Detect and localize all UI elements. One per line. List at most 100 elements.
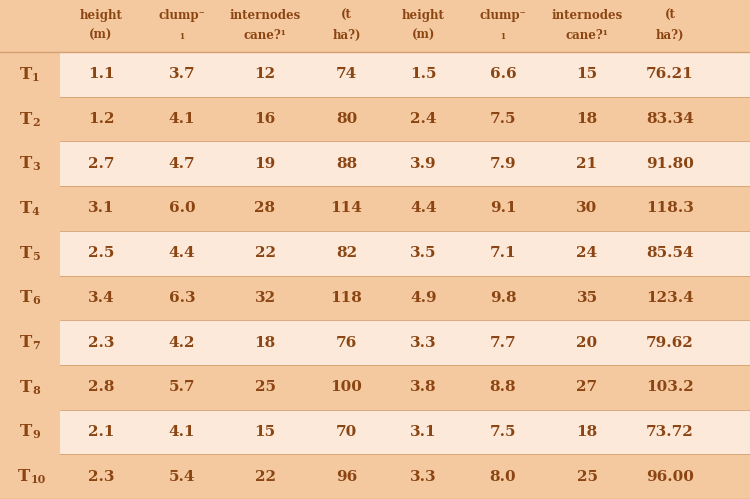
Text: 3.3: 3.3 [410, 470, 436, 484]
Text: 5: 5 [32, 250, 40, 261]
Text: 88: 88 [336, 157, 357, 171]
Text: 6: 6 [32, 295, 40, 306]
Text: 10: 10 [31, 474, 46, 485]
Text: T: T [20, 111, 32, 128]
Text: T: T [20, 66, 32, 83]
Text: 2.7: 2.7 [88, 157, 114, 171]
Text: 16: 16 [254, 112, 276, 126]
Text: 25: 25 [254, 380, 275, 394]
Text: 6.3: 6.3 [169, 291, 195, 305]
Text: 32: 32 [254, 291, 275, 305]
Text: 19: 19 [254, 157, 276, 171]
Bar [0, 365, 60, 410]
Text: T: T [20, 245, 32, 261]
Bar [0, 141, 60, 186]
Text: 1.2: 1.2 [88, 112, 114, 126]
Text: 100: 100 [331, 380, 362, 394]
Text: cane?¹: cane?¹ [244, 28, 286, 41]
Bar [0, 231, 750, 275]
Bar [0, 365, 750, 410]
Text: 1.1: 1.1 [88, 67, 114, 81]
Text: T: T [20, 379, 32, 396]
Text: 7.5: 7.5 [490, 425, 516, 439]
Text: 7: 7 [32, 340, 40, 351]
Bar [0, 410, 60, 454]
Text: 22: 22 [254, 470, 275, 484]
Text: 12: 12 [254, 67, 275, 81]
Text: 83.34: 83.34 [646, 112, 694, 126]
Text: T: T [18, 468, 30, 485]
Text: clump⁻: clump⁻ [479, 8, 526, 21]
Text: 82: 82 [336, 246, 357, 260]
Text: 4.1: 4.1 [169, 112, 195, 126]
Text: height: height [80, 8, 122, 21]
Bar [0, 0, 750, 52]
Text: (m): (m) [412, 28, 435, 41]
Text: 9.8: 9.8 [490, 291, 516, 305]
Text: 5.7: 5.7 [169, 380, 195, 394]
Text: 4.9: 4.9 [410, 291, 436, 305]
Text: 25: 25 [577, 470, 598, 484]
Text: 5.4: 5.4 [169, 470, 195, 484]
Text: 2.3: 2.3 [88, 335, 114, 350]
Text: 7.7: 7.7 [490, 335, 516, 350]
Text: 28: 28 [254, 202, 275, 216]
Text: 1.5: 1.5 [410, 67, 436, 81]
Text: 35: 35 [577, 291, 598, 305]
Text: 85.54: 85.54 [646, 246, 694, 260]
Text: ha?): ha?) [332, 28, 361, 41]
Text: 76.21: 76.21 [646, 67, 694, 81]
Text: 3: 3 [32, 161, 40, 172]
Bar [0, 275, 750, 320]
Bar [0, 97, 60, 141]
Bar [0, 97, 750, 141]
Bar [0, 186, 60, 231]
Text: internodes: internodes [551, 8, 622, 21]
Bar [0, 186, 750, 231]
Text: 2.8: 2.8 [88, 380, 114, 394]
Text: 1: 1 [32, 72, 40, 83]
Text: 18: 18 [254, 335, 276, 350]
Text: 4.1: 4.1 [169, 425, 195, 439]
Text: 73.72: 73.72 [646, 425, 694, 439]
Bar [0, 231, 60, 275]
Text: 22: 22 [254, 246, 275, 260]
Text: 6.0: 6.0 [169, 202, 195, 216]
Text: 3.4: 3.4 [88, 291, 114, 305]
Bar [0, 454, 750, 499]
Text: ₁: ₁ [500, 28, 506, 41]
Text: 103.2: 103.2 [646, 380, 694, 394]
Text: 27: 27 [577, 380, 598, 394]
Text: (t: (t [664, 8, 676, 21]
Text: 4: 4 [32, 206, 40, 217]
Text: T: T [20, 155, 32, 172]
Text: 123.4: 123.4 [646, 291, 694, 305]
Bar [0, 275, 60, 320]
Text: 8: 8 [32, 385, 40, 396]
Text: cane?¹: cane?¹ [566, 28, 608, 41]
Text: 7.9: 7.9 [490, 157, 516, 171]
Text: 3.9: 3.9 [410, 157, 436, 171]
Text: height: height [402, 8, 445, 21]
Text: 9.1: 9.1 [490, 202, 516, 216]
Text: 118: 118 [331, 291, 362, 305]
Text: 3.3: 3.3 [410, 335, 436, 350]
Text: 8.8: 8.8 [490, 380, 516, 394]
Bar [0, 454, 60, 499]
Text: 4.4: 4.4 [169, 246, 195, 260]
Text: 18: 18 [576, 112, 598, 126]
Text: 2: 2 [32, 117, 40, 128]
Bar [0, 410, 750, 454]
Text: 30: 30 [576, 202, 598, 216]
Text: 3.1: 3.1 [410, 425, 436, 439]
Text: 96.00: 96.00 [646, 470, 694, 484]
Text: 76: 76 [336, 335, 357, 350]
Text: 2.1: 2.1 [88, 425, 114, 439]
Text: T: T [20, 334, 32, 351]
Text: 21: 21 [577, 157, 598, 171]
Text: 9: 9 [32, 430, 40, 441]
Text: T: T [20, 424, 32, 441]
Text: (t: (t [341, 8, 352, 21]
Text: 18: 18 [576, 425, 598, 439]
Text: ha?): ha?) [656, 28, 684, 41]
